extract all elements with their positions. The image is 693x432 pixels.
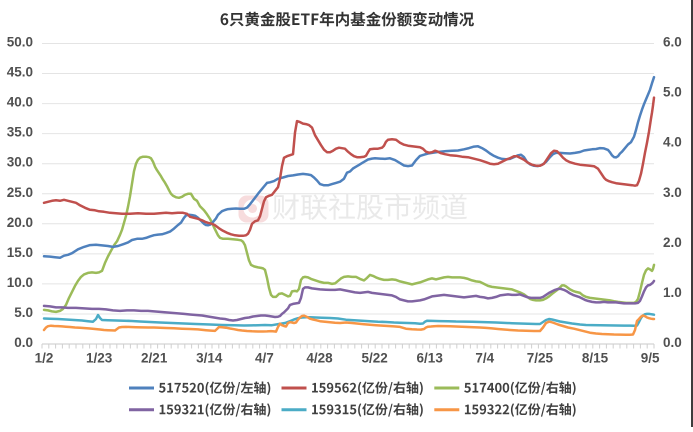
svg-text:4/28: 4/28 bbox=[306, 350, 333, 365]
svg-text:8/15: 8/15 bbox=[582, 350, 609, 365]
svg-text:10.0: 10.0 bbox=[7, 275, 33, 290]
svg-text:25.0: 25.0 bbox=[7, 185, 33, 200]
svg-text:50.0: 50.0 bbox=[7, 35, 33, 50]
svg-text:35.0: 35.0 bbox=[7, 125, 33, 140]
svg-text:4.0: 4.0 bbox=[663, 135, 682, 150]
svg-text:7/4: 7/4 bbox=[475, 350, 494, 365]
svg-text:4/7: 4/7 bbox=[255, 350, 274, 365]
svg-text:45.0: 45.0 bbox=[7, 65, 33, 80]
svg-text:6.0: 6.0 bbox=[663, 35, 682, 50]
svg-text:1/23: 1/23 bbox=[86, 350, 113, 365]
svg-text:6/13: 6/13 bbox=[417, 350, 444, 365]
svg-text:3/14: 3/14 bbox=[196, 350, 223, 365]
svg-text:15.0: 15.0 bbox=[7, 245, 33, 260]
svg-text:1/2: 1/2 bbox=[35, 350, 54, 365]
svg-text:40.0: 40.0 bbox=[7, 95, 33, 110]
svg-text:5.0: 5.0 bbox=[663, 85, 682, 100]
svg-text:20.0: 20.0 bbox=[7, 215, 33, 230]
svg-text:30.0: 30.0 bbox=[7, 155, 33, 170]
svg-text:7/25: 7/25 bbox=[527, 350, 554, 365]
svg-text:0.0: 0.0 bbox=[663, 335, 682, 350]
svg-text:5/22: 5/22 bbox=[361, 350, 387, 365]
svg-text:9/5: 9/5 bbox=[641, 350, 660, 365]
svg-text:2/21: 2/21 bbox=[141, 350, 168, 365]
svg-text:5.0: 5.0 bbox=[14, 305, 33, 320]
svg-text:2.0: 2.0 bbox=[663, 235, 682, 250]
svg-text:0.0: 0.0 bbox=[14, 335, 33, 350]
svg-text:3.0: 3.0 bbox=[663, 185, 682, 200]
svg-text:1.0: 1.0 bbox=[663, 285, 682, 300]
